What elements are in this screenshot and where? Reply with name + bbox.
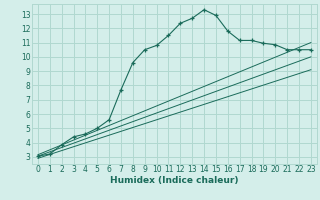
X-axis label: Humidex (Indice chaleur): Humidex (Indice chaleur) <box>110 176 239 185</box>
